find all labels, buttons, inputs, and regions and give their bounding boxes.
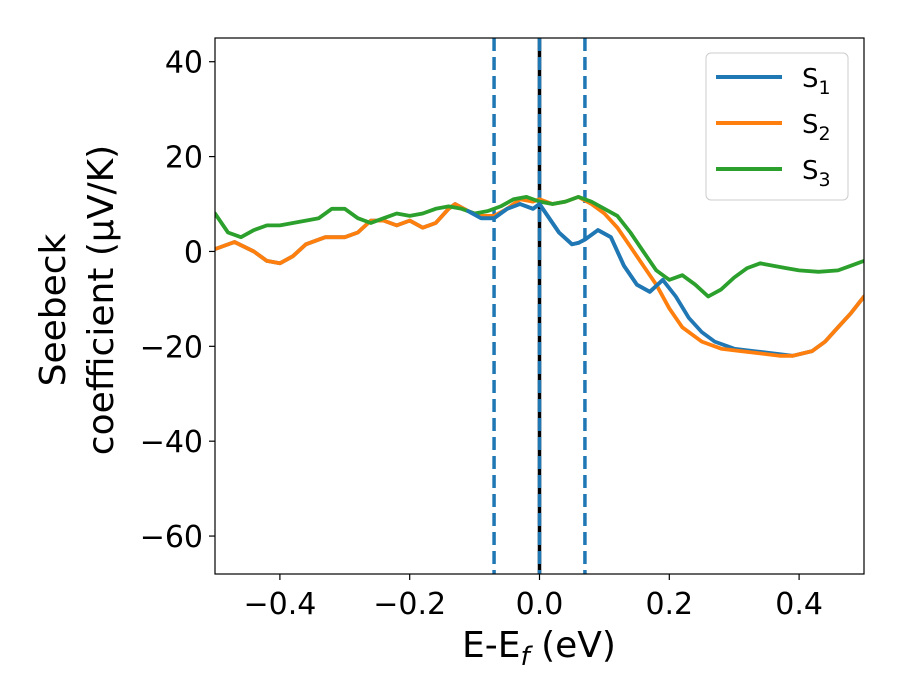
y-axis-title-line2: coefficient (μV/K) — [81, 145, 122, 455]
legend-label: S2 — [802, 110, 831, 145]
y-tick-label: −20 — [140, 330, 203, 365]
y-axis-ticks: 40 20 0 −20 −40 −60 — [140, 46, 215, 555]
x-axis-ticks: −0.4 −0.2 0.0 0.2 0.4 — [243, 574, 823, 622]
y-tick-label: 40 — [165, 46, 203, 81]
x-tick-label: 0.4 — [775, 587, 823, 622]
reference-lines — [492, 38, 587, 574]
y-tick-label: 0 — [184, 235, 203, 270]
legend-label: S3 — [802, 156, 831, 191]
x-tick-label: −0.4 — [243, 587, 316, 622]
series-lines — [215, 194, 864, 358]
legend: S1 S2 S3 — [705, 52, 849, 201]
x-tick-label: −0.2 — [373, 587, 446, 622]
y-axis-title-line1: Seebeck — [33, 233, 74, 386]
series-line-s2 — [215, 194, 864, 358]
legend-label: S1 — [802, 64, 831, 99]
x-tick-label: 0.0 — [516, 587, 564, 622]
series-line-s1-overlay — [466, 202, 665, 294]
series-line-s3 — [215, 194, 864, 299]
x-axis-title: E-Ef (eV) — [462, 625, 616, 672]
y-tick-label: 20 — [165, 141, 203, 176]
x-tick-label: 0.2 — [645, 587, 693, 622]
y-tick-label: −60 — [140, 520, 203, 555]
legend-box — [705, 52, 849, 201]
y-tick-label: −40 — [140, 425, 203, 460]
x-axis-title-unit: (eV) — [530, 625, 616, 666]
